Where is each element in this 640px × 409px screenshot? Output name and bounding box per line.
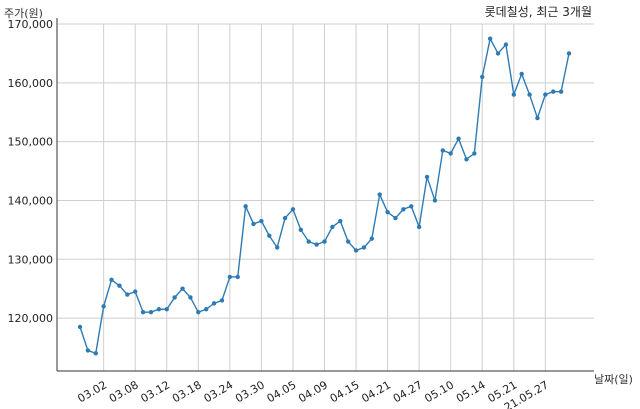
- data-point: [416, 224, 422, 230]
- data-point: [511, 92, 516, 97]
- data-point: [109, 277, 114, 283]
- data-point: [306, 239, 311, 244]
- data-point: [338, 218, 343, 224]
- data-point: [393, 215, 398, 221]
- data-point: [440, 148, 446, 153]
- data-point: [148, 309, 154, 315]
- data-point: [369, 236, 375, 241]
- data-point: [164, 307, 169, 312]
- y-tick-label: 150,000: [8, 136, 54, 149]
- y-axis-title: 주가(원): [4, 7, 43, 20]
- data-point: [361, 245, 367, 250]
- y-tick-label: 170,000: [8, 18, 54, 31]
- data-point: [345, 239, 351, 244]
- x-tick-label: 04.21: [359, 378, 393, 405]
- x-tick-label: 03.12: [138, 378, 172, 405]
- data-point: [377, 192, 382, 197]
- data-point: [251, 221, 256, 227]
- data-point: [495, 51, 501, 56]
- x-axis-title: 날짜(일): [594, 372, 633, 386]
- data-point: [85, 348, 91, 353]
- data-point: [503, 42, 509, 47]
- data-point: [424, 174, 430, 180]
- data-point: [527, 92, 532, 97]
- chart-title: 롯데칠성, 최근 3개월: [485, 5, 592, 19]
- x-tick-label: 03.08: [107, 378, 141, 405]
- data-point: [203, 307, 209, 312]
- data-point: [456, 136, 461, 141]
- data-point: [409, 204, 414, 209]
- data-point: [385, 210, 390, 215]
- data-point: [188, 295, 193, 300]
- data-point: [282, 215, 288, 221]
- x-tick-label: 04.27: [391, 378, 425, 405]
- data-point: [543, 92, 548, 97]
- x-tick-label: 04.09: [296, 378, 330, 405]
- data-point: [140, 309, 146, 315]
- data-point: [330, 224, 335, 230]
- data-point: [125, 292, 130, 297]
- x-tick-label: 05.10: [422, 378, 456, 405]
- data-point: [93, 351, 98, 356]
- y-tick-label: 140,000: [8, 194, 54, 207]
- data-point: [314, 242, 319, 247]
- data-point: [298, 227, 304, 233]
- data-point: [464, 157, 469, 162]
- data-point: [211, 301, 217, 306]
- data-point: [472, 151, 477, 156]
- data-point: [274, 245, 280, 250]
- data-point: [480, 74, 485, 80]
- axes: [56, 18, 594, 372]
- data-point: [156, 307, 162, 312]
- data-point: [290, 207, 296, 212]
- data-point: [401, 207, 406, 212]
- x-tick-label: 05.14: [454, 378, 488, 405]
- data-point: [267, 233, 272, 238]
- x-tick-labels: 03.0203.0803.1203.1803.2403.3004.0504.09…: [75, 378, 550, 409]
- data-point: [219, 298, 225, 303]
- y-tick-label: 120,000: [8, 312, 54, 325]
- y-tick-labels: 120,000 130,000 140,000 150,000 160,000 170,0…: [8, 18, 54, 325]
- data-point: [77, 324, 83, 330]
- data-point: [101, 304, 106, 309]
- price-series: [77, 36, 572, 356]
- data-point: [353, 248, 359, 253]
- x-tick-label: 03.24: [202, 378, 236, 405]
- data-point: [448, 151, 453, 156]
- data-point: [172, 295, 177, 300]
- data-point: [566, 51, 572, 56]
- data-point: [535, 115, 540, 121]
- data-point: [432, 198, 438, 203]
- data-point: [235, 274, 240, 280]
- grid-lines: [57, 23, 594, 371]
- data-point: [133, 289, 138, 294]
- x-tick-label: 04.15: [328, 378, 362, 405]
- data-point: [117, 283, 122, 288]
- y-tick-label: 160,000: [8, 77, 54, 90]
- x-tick-label: 03.18: [170, 378, 204, 405]
- data-point: [487, 36, 493, 41]
- x-tick-label: 03.02: [75, 378, 109, 405]
- data-point: [551, 89, 556, 94]
- data-point: [558, 89, 564, 94]
- data-point: [196, 309, 201, 315]
- data-point: [227, 274, 233, 280]
- y-tick-label: 130,000: [8, 253, 54, 266]
- data-point: [259, 218, 264, 224]
- x-tick-label: 03.30: [233, 378, 267, 405]
- data-point: [322, 239, 327, 244]
- data-point: [519, 71, 524, 77]
- x-tick-label: 04.05: [265, 378, 299, 405]
- data-point: [243, 204, 248, 209]
- data-point: [180, 286, 185, 291]
